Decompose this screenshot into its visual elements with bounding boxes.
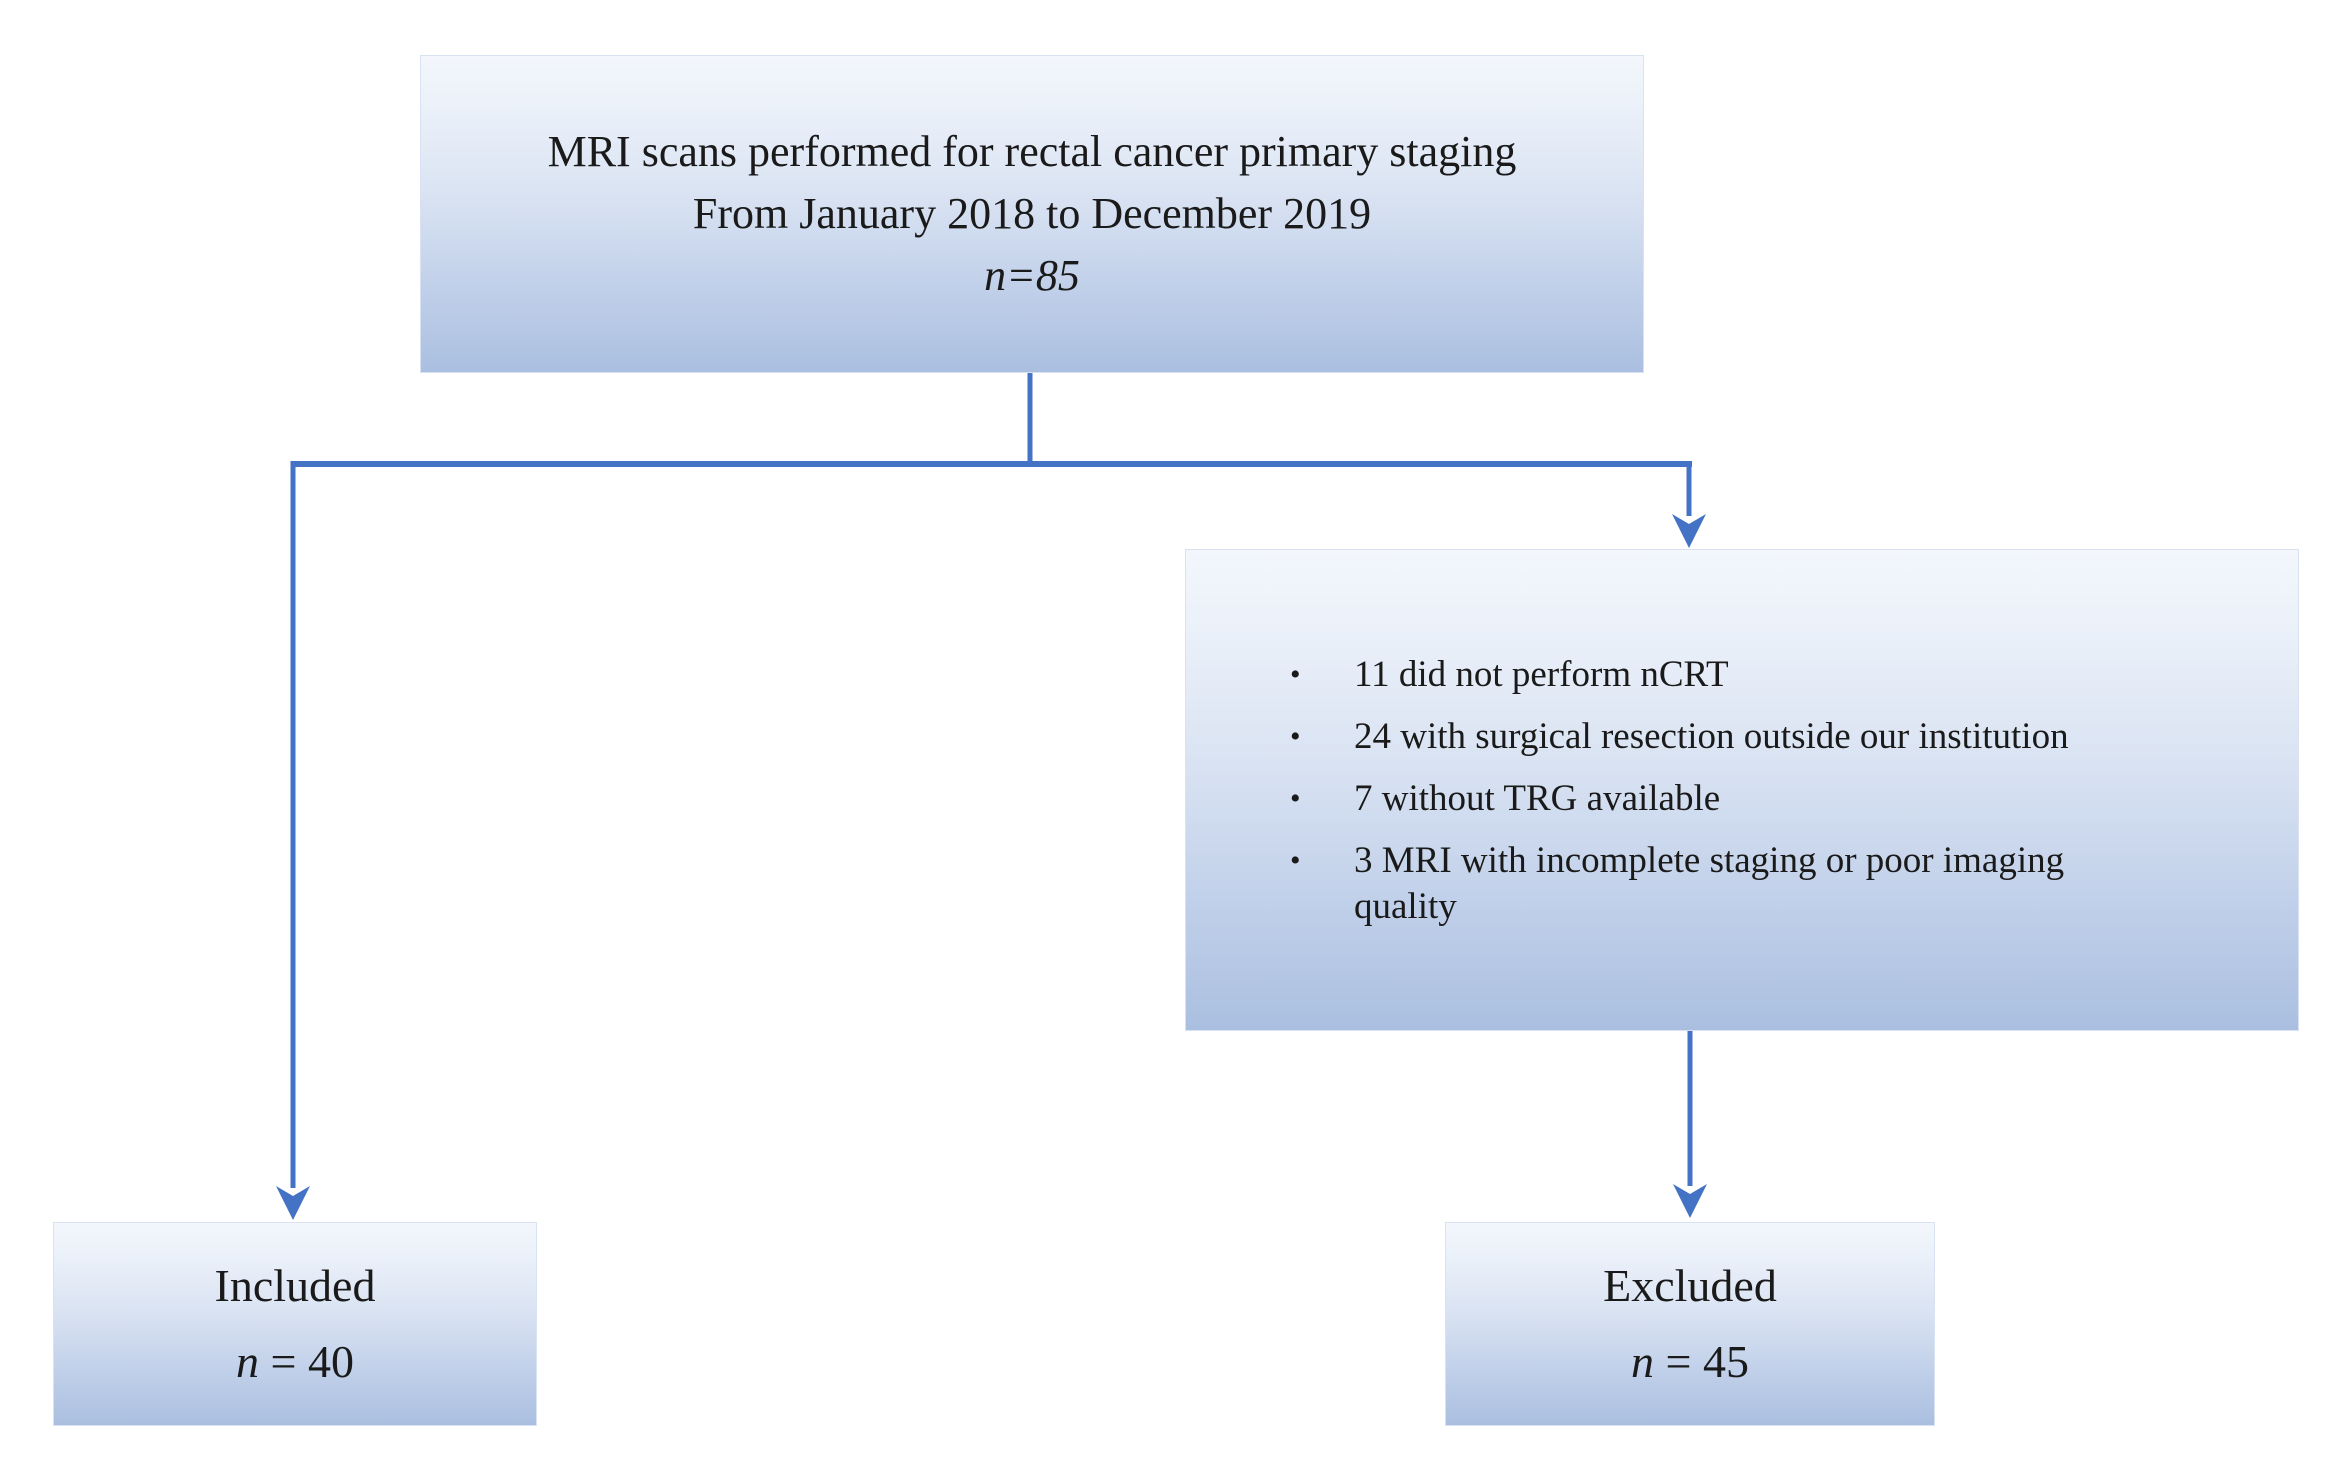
- exclusion-bullet-item: • 11 did not perform nCRT: [1290, 652, 2258, 698]
- arrowhead-excluded: [1673, 1184, 1707, 1218]
- included-label: Included: [214, 1260, 376, 1311]
- excluded-n-value: = 45: [1654, 1336, 1749, 1387]
- excluded-box: Excluded n = 45: [1445, 1222, 1935, 1426]
- exclusion-bullet-text: 11 did not perform nCRT: [1354, 654, 1729, 695]
- top-box: MRI scans performed for rectal cancer pr…: [420, 55, 1644, 373]
- exclusion-box: • 11 did not perform nCRT • 24 with surg…: [1185, 549, 2299, 1031]
- exclusion-bullet-text: 7 without TRG available: [1354, 778, 1721, 819]
- bullet-marker: •: [1290, 844, 1301, 877]
- top-box-n-label: n=85: [984, 251, 1080, 300]
- exclusion-bullet-item: • 24 with surgical resection outside our…: [1290, 714, 2258, 760]
- included-count: n = 40: [236, 1339, 354, 1385]
- excluded-n-symbol: n: [1631, 1336, 1655, 1387]
- exclusion-bullet-text: 24 with surgical resection outside our i…: [1354, 716, 2069, 757]
- included-box: Included n = 40: [53, 1222, 537, 1426]
- exclusion-bullet-item: • 3 MRI with incomplete staging or poor …: [1290, 838, 2258, 930]
- excluded-label: Excluded: [1603, 1260, 1777, 1311]
- arrowhead-included: [276, 1186, 310, 1220]
- arrowhead-exclusion: [1672, 514, 1706, 548]
- included-n-symbol: n: [236, 1336, 260, 1387]
- excluded-count: n = 45: [1631, 1339, 1749, 1385]
- bullet-marker: •: [1290, 658, 1301, 691]
- bullet-marker: •: [1290, 720, 1301, 753]
- exclusion-bullet-text: 3 MRI with incomplete staging or poor im…: [1354, 840, 2065, 927]
- bullet-marker: •: [1290, 782, 1301, 815]
- exclusion-bullet-item: • 7 without TRG available: [1290, 776, 2258, 822]
- included-n-value: = 40: [259, 1336, 354, 1387]
- top-box-line1: MRI scans performed for rectal cancer pr…: [547, 127, 1517, 176]
- top-box-line2: From January 2018 to December 2019: [692, 189, 1372, 238]
